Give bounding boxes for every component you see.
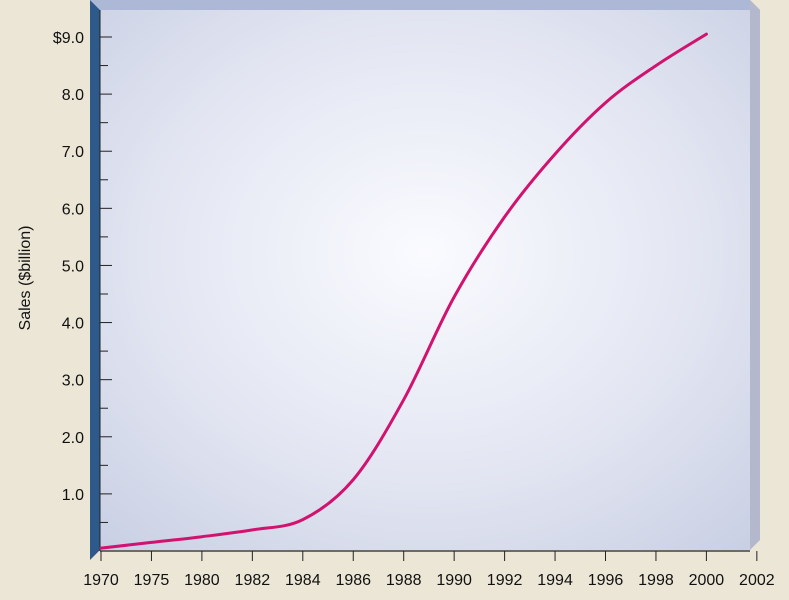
x-tick-label: 1970 [83,572,119,589]
plot-right-bevel [750,0,760,550]
x-tick-label: 2002 [739,572,775,589]
series-group [99,32,708,550]
x-tick-label: 1988 [386,572,422,589]
x-tick-label: 1975 [134,572,170,589]
y-tick-label: 1.0 [62,487,84,504]
x-tick-label: 1980 [184,572,220,589]
y-axis-ticks: 1.0 2.0 3.0 4.0 5.0 6.0 7.0 8.0 $9.0 [53,30,112,523]
y-tick-label: 7.0 [62,144,84,161]
x-tick-label: 1996 [588,572,624,589]
y-tick-label: 5.0 [62,258,84,275]
y-axis-title: Sales ($billion) [17,226,34,331]
y-tick-label: 4.0 [62,316,84,333]
y-tick-label: 8.0 [62,87,84,104]
x-tick-label: 1994 [537,572,573,589]
series-line-sales [99,32,708,550]
x-tick-label: 1986 [335,572,371,589]
plot-area [100,10,750,550]
y-tick-label: 2.0 [62,430,84,447]
x-tick-label: 1992 [487,572,523,589]
plot-top-bevel [90,0,760,10]
y-tick-label: 3.0 [62,373,84,390]
y-tick-label: 6.0 [62,201,84,218]
x-tick-label: 1998 [638,572,674,589]
x-tick-label: 2000 [689,572,725,589]
x-tick-label: 1990 [436,572,472,589]
x-axis-ticks: 1970 1975 1980 1982 1984 1986 1988 1990 1992 1994… [83,551,775,589]
y-tick-label: $9.0 [53,30,84,47]
x-tick-label: 1984 [285,572,321,589]
x-tick-label: 1982 [235,572,271,589]
plot-left-wall [90,0,100,560]
